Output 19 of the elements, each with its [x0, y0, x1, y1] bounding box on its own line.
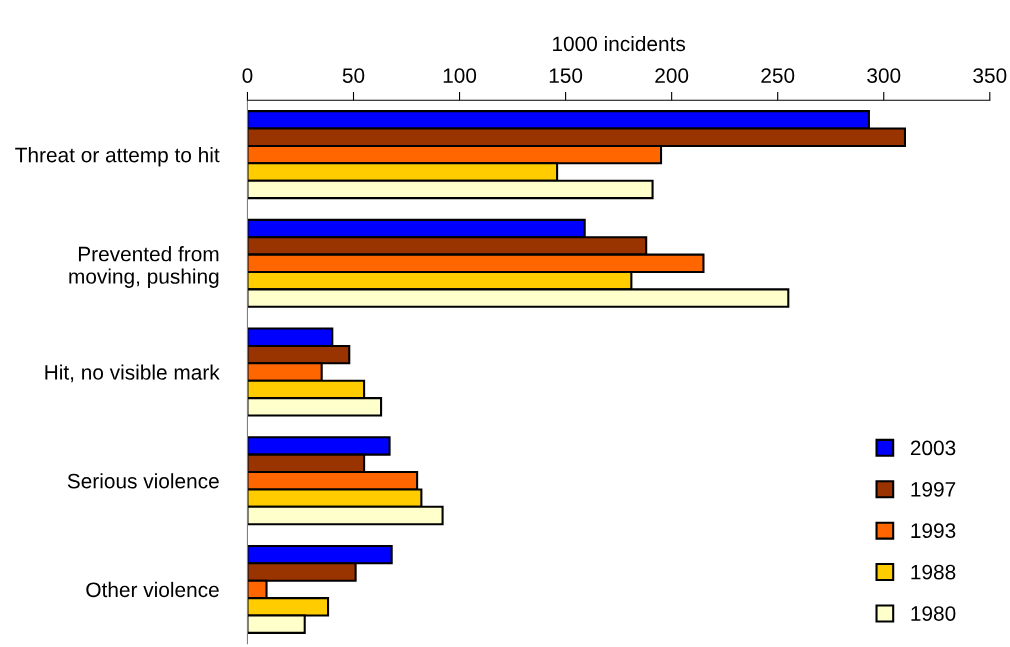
y-tick-label: Other violence: [86, 581, 219, 598]
y-tick-label: Prevented from moving, pushing: [69, 246, 219, 288]
x-tick-label: 350: [973, 68, 1007, 83]
x-tick-label: 50: [342, 68, 365, 83]
x-tick-label: 200: [655, 68, 689, 83]
x-tick-label: 100: [443, 68, 477, 83]
legend-label: 1997: [911, 481, 956, 497]
x-axis-title: 1000 incidents: [553, 35, 686, 52]
legend-label: 2003: [910, 440, 956, 456]
legend-label: 1980: [911, 606, 956, 621]
x-tick-label: 0: [242, 68, 253, 83]
legend-label: 1993: [911, 523, 956, 539]
x-tick-label: 150: [549, 68, 583, 83]
y-tick-label: Hit, no visible mark: [45, 364, 220, 383]
legend-label: 1988: [911, 564, 956, 580]
x-tick-label: 300: [867, 68, 901, 83]
x-tick-label: 250: [761, 68, 795, 83]
y-tick-label: Threat or attemp to hit: [15, 147, 220, 167]
y-tick-label: Serious violence: [67, 473, 219, 489]
